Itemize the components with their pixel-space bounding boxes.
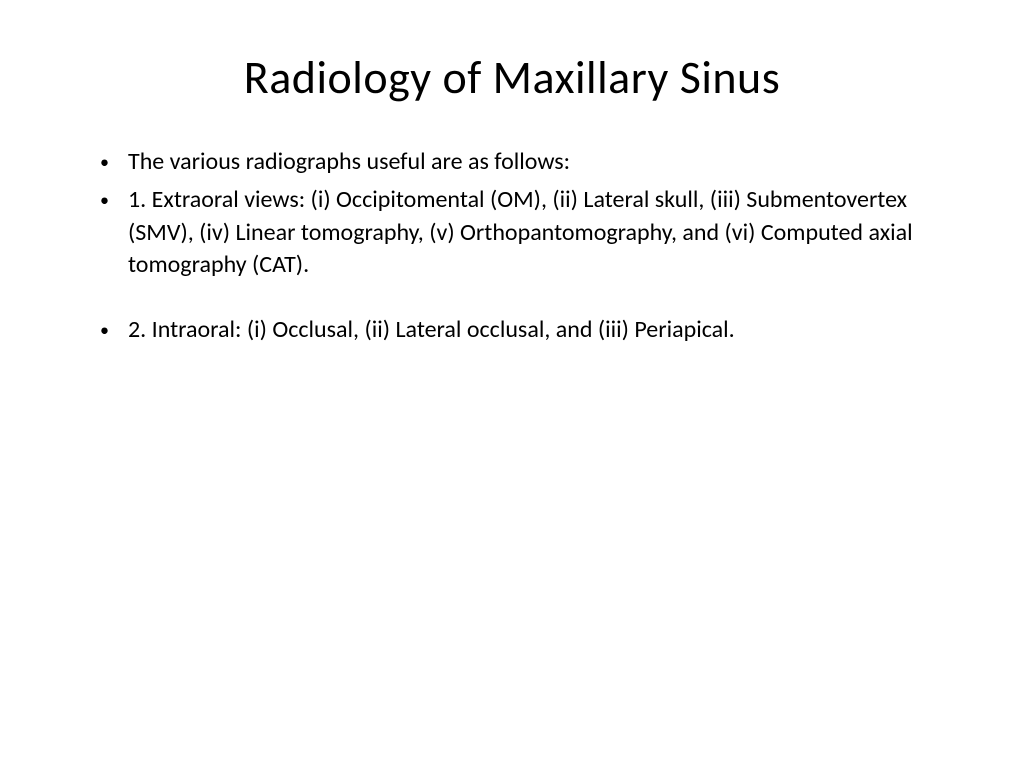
bullet-text: 1. Extraoral views: (i) Occipitomental (… [128, 184, 944, 281]
slide-content: • The various radiographs useful are as … [80, 146, 944, 346]
bullet-marker-icon: • [100, 314, 128, 342]
bullet-text: The various radiographs useful are as fo… [128, 146, 944, 178]
bullet-marker-icon: • [100, 146, 128, 174]
bullet-marker-icon: • [100, 184, 128, 212]
bullet-item: • 2. Intraoral: (i) Occlusal, (ii) Later… [100, 314, 944, 346]
slide-title: Radiology of Maxillary Sinus [80, 50, 944, 106]
bullet-text: 2. Intraoral: (i) Occlusal, (ii) Lateral… [128, 314, 944, 346]
slide-container: Radiology of Maxillary Sinus • The vario… [0, 0, 1024, 768]
bullet-item: • 1. Extraoral views: (i) Occipitomental… [100, 184, 944, 281]
bullet-item: • The various radiographs useful are as … [100, 146, 944, 178]
